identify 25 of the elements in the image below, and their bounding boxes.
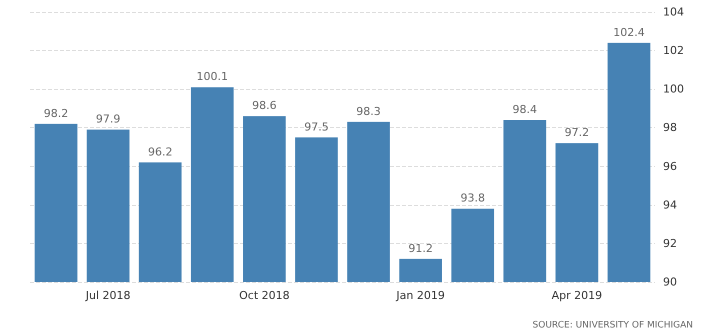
data-label: 97.2 (564, 126, 590, 140)
y-tick-label: 94 (663, 198, 677, 212)
x-tick-label: Apr 2019 (552, 289, 602, 302)
x-tick-label: Jan 2019 (395, 289, 445, 302)
data-label: 93.8 (460, 192, 485, 205)
data-label: 96.2 (148, 145, 172, 158)
y-tick-label: 98 (663, 121, 677, 134)
x-tick-label: Oct 2018 (239, 289, 290, 302)
data-label: 97.5 (304, 120, 329, 134)
x-tick-label: Jul 2018 (84, 289, 131, 302)
y-tick-label: 92 (663, 236, 677, 250)
data-label: 102.4 (613, 26, 645, 39)
y-tick-label: 100 (663, 82, 684, 96)
data-label: 98.6 (252, 99, 277, 112)
data-label: 98.4 (512, 103, 538, 116)
source-note: SOURCE: UNIVERSITY OF MICHIGAN (532, 320, 694, 330)
y-tick-label: 96 (663, 160, 677, 173)
data-label: 98.3 (356, 104, 381, 118)
data-label: 97.9 (96, 112, 120, 126)
data-label: 100.1 (196, 70, 228, 84)
data-label: 98.2 (44, 106, 68, 120)
y-tick-label: 104 (663, 6, 684, 18)
y-tick-label: 90 (663, 276, 677, 288)
data-label: 91.2 (408, 242, 433, 255)
y-tick-label: 102 (663, 44, 684, 58)
